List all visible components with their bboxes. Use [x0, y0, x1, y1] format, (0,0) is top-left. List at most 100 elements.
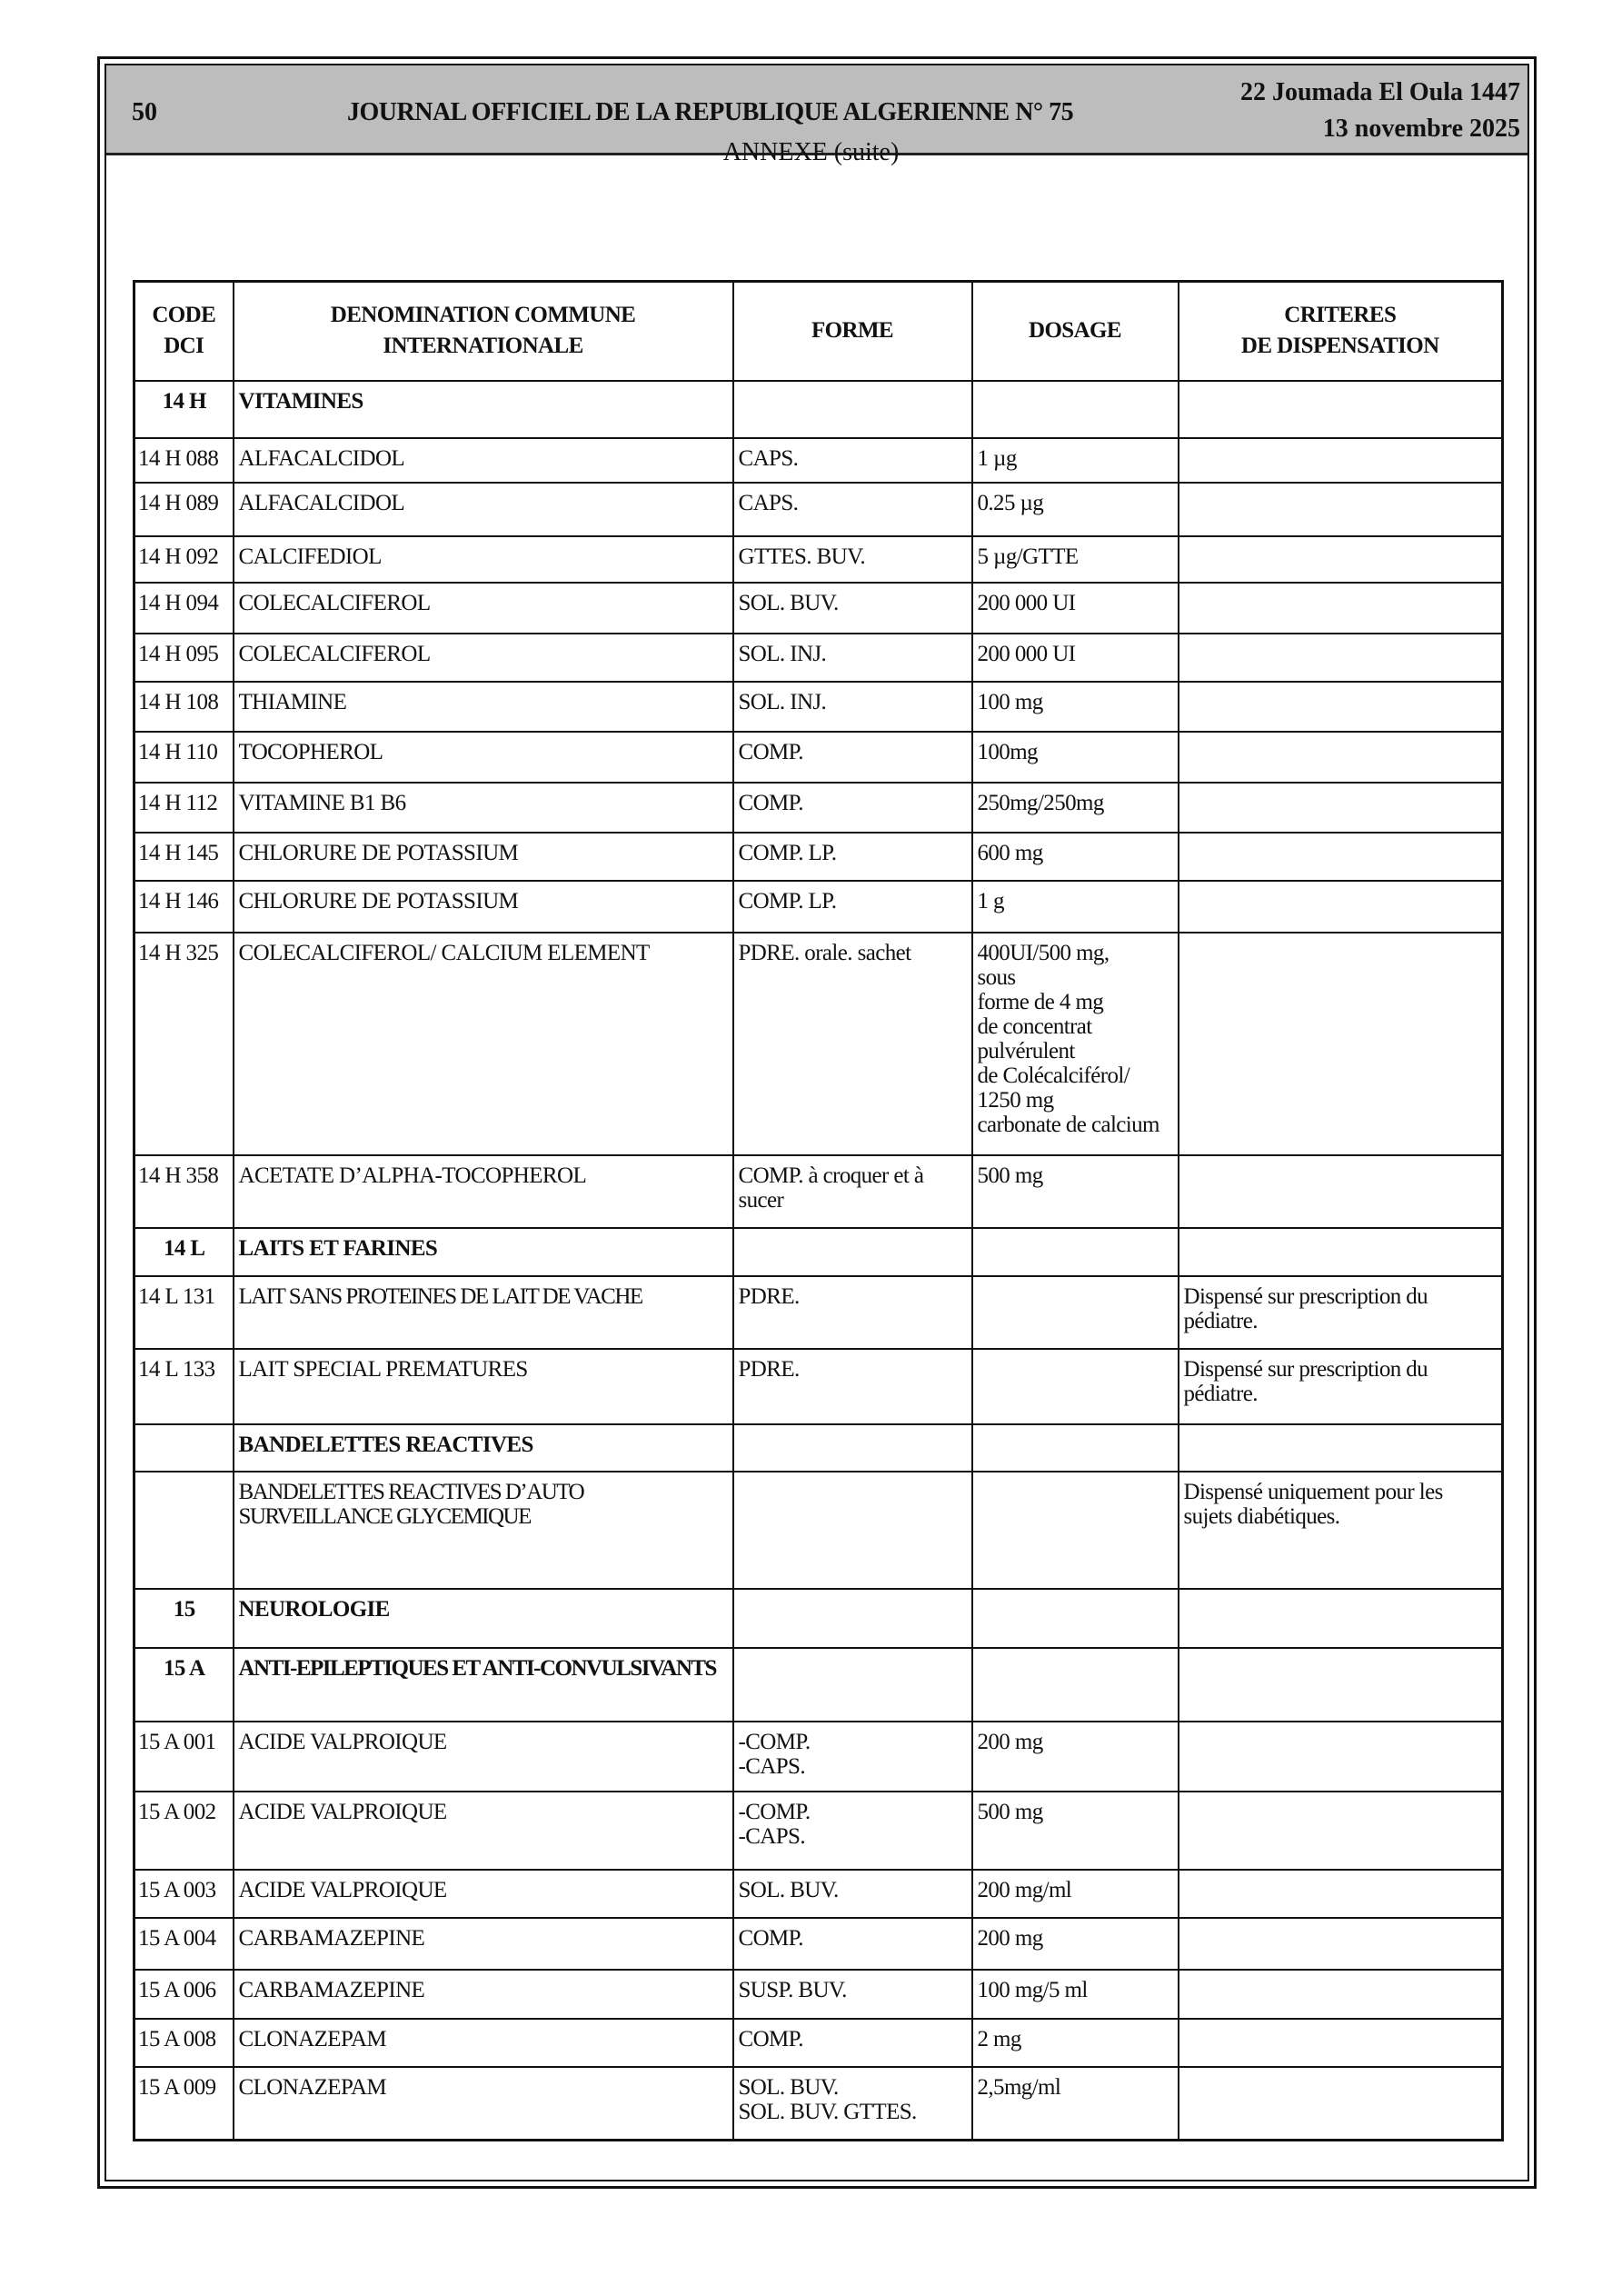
- table-body: 14 H VITAMINES 14 H 088 ALFACALCIDOL CAPS. 1 …: [133, 379, 1504, 2141]
- cell-code: 14 L 133: [133, 1347, 234, 1425]
- table-row: 14 H 095 COLECALCIFEROL SOL. INJ. 200 000 U…: [133, 632, 1504, 683]
- table-row: 14 H 094 COLECALCIFEROL SOL. BUV. 200 000 U…: [133, 581, 1504, 634]
- annexe-title: ANNEXE (suite): [722, 138, 900, 166]
- cell-code: 14 H 089: [133, 481, 234, 537]
- cell-forme: COMP. LP.: [731, 831, 973, 882]
- cell-name: BANDELETTES REACTIVES: [232, 1423, 734, 1472]
- cell-name: CALCIFEDIOL: [232, 534, 734, 584]
- cell-name: ACIDE VALPROIQUE: [232, 1868, 734, 1919]
- cell-code: 15 A 004: [133, 1916, 234, 1971]
- table-row: 15 A 002 ACIDE VALPROIQUE -COMP. -CAPS. 500…: [133, 1790, 1504, 1871]
- cell-criteres: Dispensé uniquement pour les sujets diab…: [1177, 1470, 1504, 1590]
- cell-dosage: [970, 1646, 1179, 1722]
- issue-date: 22 Joumada El Oula 1447 13 novembre 2025: [1240, 75, 1520, 147]
- cell-code: 14 H 108: [133, 680, 234, 733]
- medication-table: CODE DCI DENOMINATION COMMUNE INTERNATIO…: [133, 280, 1504, 2141]
- cell-name: LAIT SANS PROTEINES DE LAIT DE VACHE: [232, 1274, 734, 1350]
- table-row: 15 A 009 CLONAZEPAM SOL. BUV. SOL. BUV. GT…: [133, 2065, 1504, 2141]
- cell-forme: SOL. BUV.: [731, 581, 973, 634]
- cell-code: 15 A 002: [133, 1790, 234, 1871]
- cell-dosage: 2,5mg/ml: [970, 2065, 1179, 2141]
- cell-criteres: [1177, 1226, 1504, 1277]
- cell-name: BANDELETTES REACTIVES D’AUTO SURVEILLANC…: [232, 1470, 734, 1590]
- cell-criteres: [1177, 1790, 1504, 1871]
- cell-forme: COMP. à croquer et à sucer: [731, 1153, 973, 1229]
- section-row: 14 H VITAMINES: [133, 379, 1504, 439]
- cell-code: 15: [133, 1587, 234, 1649]
- column-header-forme: FORME: [731, 280, 973, 382]
- cell-criteres: [1177, 2017, 1504, 2068]
- cell-criteres: [1177, 1868, 1504, 1919]
- cell-forme: COMP. LP.: [731, 879, 973, 933]
- cell-dosage: [970, 1423, 1179, 1472]
- cell-code: 14 H 095: [133, 632, 234, 683]
- cell-forme: COMP.: [731, 2017, 973, 2068]
- cell-forme: [731, 1470, 973, 1590]
- cell-name: CARBAMAZEPINE: [232, 1916, 734, 1971]
- cell-forme: [731, 1226, 973, 1277]
- cell-code: 14 L 131: [133, 1274, 234, 1350]
- cell-name: VITAMINES: [232, 379, 734, 439]
- cell-forme: PDRE.: [731, 1274, 973, 1350]
- table-row: 15 A 004 CARBAMAZEPINE COMP. 200 mg: [133, 1916, 1504, 1971]
- column-header-denomination: DENOMINATION COMMUNE INTERNATIONALE: [232, 280, 734, 382]
- table-row: 14 H 145 CHLORURE DE POTASSIUM COMP. LP. 60…: [133, 831, 1504, 882]
- cell-dosage: [970, 1347, 1179, 1425]
- table-row: 14 L 133 LAIT SPECIAL PREMATURES PDRE. Disp…: [133, 1347, 1504, 1425]
- page-inner-frame: 50 JOURNAL OFFICIEL DE LA REPUBLIQUE ALG…: [104, 64, 1529, 2181]
- table-row: 14 H 325 COLECALCIFEROL/ CALCIUM ELEMENT P…: [133, 931, 1504, 1156]
- date-gregorian: 13 novembre 2025: [1322, 115, 1520, 143]
- cell-name: COLECALCIFEROL/ CALCIUM ELEMENT: [232, 931, 734, 1156]
- cell-code: [133, 1470, 234, 1590]
- cell-forme: [731, 1423, 973, 1472]
- cell-dosage: 200 000 UI: [970, 581, 1179, 634]
- table-row: BANDELETTES REACTIVES D’AUTO SURVEILLANC…: [133, 1470, 1504, 1590]
- cell-dosage: 100mg: [970, 730, 1179, 784]
- cell-dosage: 500 mg: [970, 1153, 1179, 1229]
- cell-dosage: 100 mg: [970, 680, 1179, 733]
- cell-criteres: [1177, 1153, 1504, 1229]
- cell-forme: -COMP. -CAPS.: [731, 1790, 973, 1871]
- cell-code: 14 H 092: [133, 534, 234, 584]
- cell-name: CHLORURE DE POTASSIUM: [232, 879, 734, 933]
- cell-name: COLECALCIFEROL: [232, 632, 734, 683]
- cell-criteres: [1177, 2065, 1504, 2141]
- cell-code: 14 H 146: [133, 879, 234, 933]
- cell-name: COLECALCIFEROL: [232, 581, 734, 634]
- table-row: 15 A 001 ACIDE VALPROIQUE -COMP. -CAPS. 200…: [133, 1720, 1504, 1792]
- cell-dosage: 1 g: [970, 879, 1179, 933]
- cell-dosage: 200 000 UI: [970, 632, 1179, 683]
- cell-forme: CAPS.: [731, 436, 973, 484]
- cell-name: ANTI-EPILEPTIQUES ET ANTI-CONVULSIVANTS: [232, 1646, 734, 1722]
- cell-dosage: 5 µg/GTTE: [970, 534, 1179, 584]
- column-header-code: CODE DCI: [133, 280, 234, 382]
- cell-code: [133, 1423, 234, 1472]
- cell-name: VITAMINE B1 B6: [232, 781, 734, 834]
- cell-dosage: 500 mg: [970, 1790, 1179, 1871]
- cell-criteres: [1177, 1587, 1504, 1649]
- column-header-dosage: DOSAGE: [970, 280, 1179, 382]
- cell-dosage: [970, 1226, 1179, 1277]
- cell-forme: [731, 379, 973, 439]
- cell-forme: COMP.: [731, 730, 973, 784]
- cell-criteres: [1177, 831, 1504, 882]
- table-row: 14 H 089 ALFACALCIDOL CAPS. 0.25 µg: [133, 481, 1504, 537]
- table-header-row: CODE DCI DENOMINATION COMMUNE INTERNATIO…: [133, 280, 1504, 382]
- cell-criteres: [1177, 436, 1504, 484]
- cell-name: ACETATE D’ALPHA-TOCOPHEROL: [232, 1153, 734, 1229]
- cell-dosage: 200 mg: [970, 1916, 1179, 1971]
- cell-criteres: [1177, 481, 1504, 537]
- table-row: 14 H 358 ACETATE D’ALPHA-TOCOPHEROL COMP. …: [133, 1153, 1504, 1229]
- journal-header: 50 JOURNAL OFFICIEL DE LA REPUBLIQUE ALG…: [106, 65, 1527, 155]
- cell-name: CLONAZEPAM: [232, 2017, 734, 2068]
- cell-code: 14 H 358: [133, 1153, 234, 1229]
- section-row: 14 L LAITS ET FARINES: [133, 1226, 1504, 1277]
- cell-criteres: [1177, 632, 1504, 683]
- cell-criteres: Dispensé sur prescription du pédiatre.: [1177, 1274, 1504, 1350]
- cell-forme: COMP.: [731, 781, 973, 834]
- table-row: 14 H 110 TOCOPHEROL COMP. 100mg: [133, 730, 1504, 784]
- cell-forme: PDRE. orale. sachet: [731, 931, 973, 1156]
- cell-criteres: [1177, 879, 1504, 933]
- cell-criteres: [1177, 781, 1504, 834]
- cell-criteres: Dispensé sur prescription du pédiatre.: [1177, 1347, 1504, 1425]
